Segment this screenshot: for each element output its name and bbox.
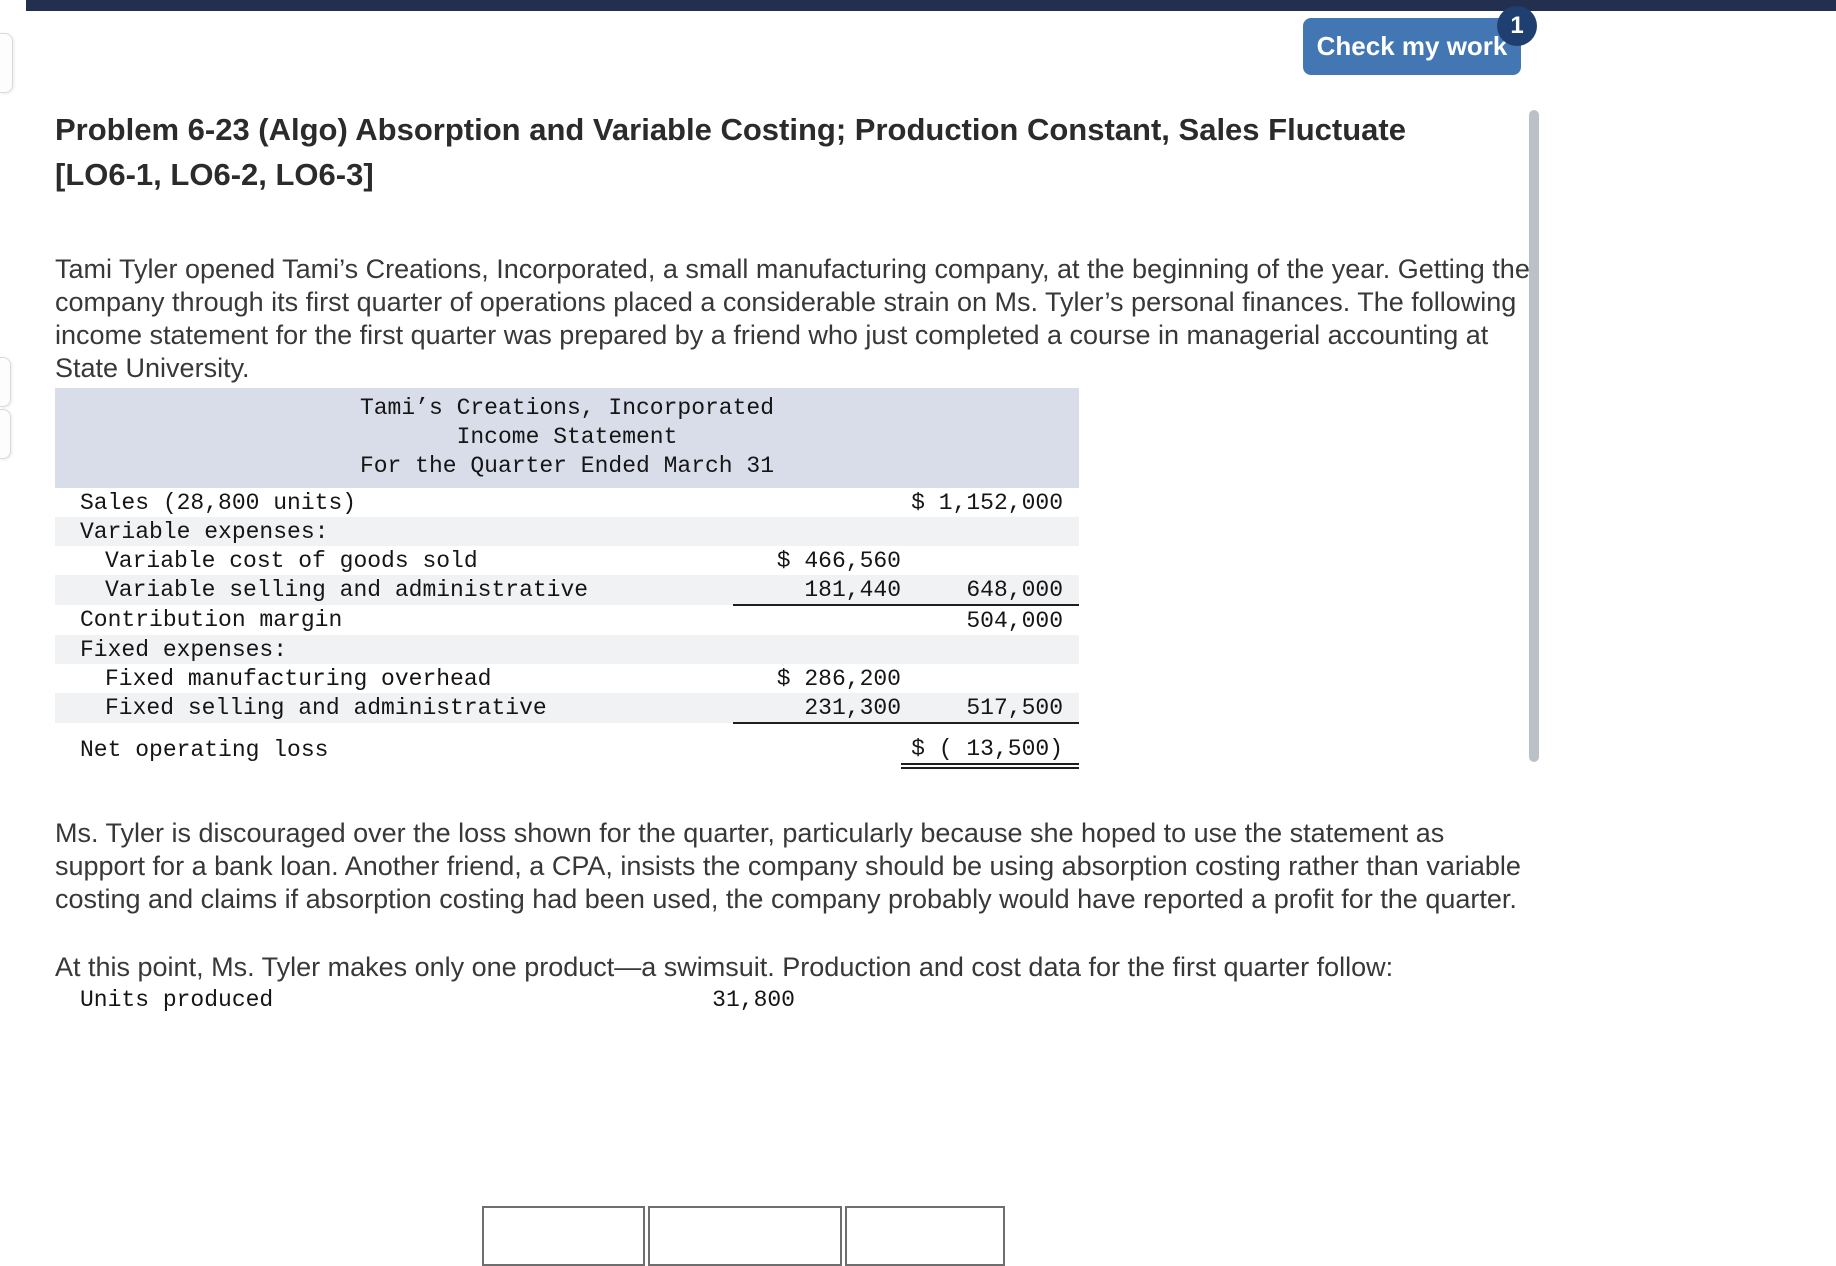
income-statement: Tami’s Creations, Incorporated Income St… (55, 388, 1079, 769)
production-row-value: 31,800 (712, 987, 795, 1013)
statement-row-amount-col2: 504,000 (966, 607, 1063, 634)
statement-row: Sales (28,800 units) $ 1,152,000 (55, 488, 1079, 517)
statement-row: Fixed manufacturing overhead $ 286,200 (55, 664, 1079, 693)
statement-row-label: Fixed selling and administrative (105, 695, 547, 721)
statement-row: Variable expenses: (55, 517, 1079, 546)
production-row: Units produced 31,800 (55, 984, 1079, 1016)
attempt-count-badge: 1 (1497, 6, 1537, 46)
statement-row-amount-col2 (901, 635, 1079, 664)
statement-row-label: Contribution margin (80, 607, 343, 633)
statement-row-amount-col1 (733, 517, 901, 546)
problem-title: Problem 6-23 (Algo) Absorption and Varia… (55, 111, 1406, 192)
statement-row-amount-col1: $ 286,200 (776, 665, 901, 692)
statement-row-label: Variable expenses: (80, 518, 329, 545)
intro-paragraph: Tami Tyler opened Tami’s Creations, Inco… (55, 254, 1530, 383)
production-row-label: Units produced (80, 987, 274, 1013)
left-edge-fragment (0, 409, 11, 459)
statement-row: Variable cost of goods sold $ 466,560 (55, 546, 1079, 575)
statement-row-amount-col2 (901, 517, 1079, 546)
statement-row-amount-col1: $ 466,560 (776, 547, 901, 574)
left-edge-fragment (0, 33, 13, 93)
input-cell[interactable] (648, 1206, 842, 1266)
statement-row-amount-col2: $ ( 13,500) (901, 723, 1079, 769)
check-my-work-button[interactable]: Check my work (1303, 18, 1521, 75)
statement-row-amount-col2: 648,000 (901, 575, 1079, 606)
statement-row-amount-col2: $ 1,152,000 (911, 489, 1063, 516)
statement-row-amount-col2 (901, 664, 1079, 693)
statement-row-label: Fixed expenses: (80, 636, 288, 663)
statement-period-line: For the Quarter Ended March 31 (359, 453, 775, 479)
income-statement-header: Tami’s Creations, Incorporated Income St… (55, 388, 1079, 488)
statement-row-amount-col1 (733, 488, 901, 517)
discussion-paragraph: Ms. Tyler is discouraged over the loss s… (55, 818, 1521, 914)
statement-row-amount-col1: 181,440 (733, 575, 901, 606)
left-edge-fragment (0, 357, 11, 407)
income-statement-rows: Sales (28,800 units) $ 1,152,000 Variable … (55, 488, 1079, 769)
statement-row-amount-col1: 231,300 (733, 693, 901, 724)
statement-row-label: Variable selling and administrative (105, 577, 589, 603)
statement-row: Fixed expenses: (55, 635, 1079, 664)
statement-row-label: Net operating loss (80, 736, 329, 763)
statement-row-amount-col2 (901, 546, 1079, 575)
vertical-scrollbar[interactable] (1529, 110, 1539, 762)
statement-row: Contribution margin 504,000 (55, 605, 1079, 635)
top-bar (26, 0, 1836, 11)
statement-row-amount-col1 (733, 723, 901, 766)
statement-row: Net operating loss $ ( 13,500) (55, 723, 1079, 769)
statement-row-amount-col1 (733, 635, 901, 664)
statement-row: Fixed selling and administrative 231,300 5… (55, 693, 1079, 724)
statement-company-line: Tami’s Creations, Incorporated (359, 395, 775, 421)
statement-row-amount-col2: 517,500 (901, 693, 1079, 724)
statement-row: Variable selling and administrative 181,4… (55, 575, 1079, 606)
production-data-table: Units produced 31,800 (55, 984, 1079, 1016)
input-cell[interactable] (845, 1206, 1005, 1266)
statement-row-label: Variable cost of goods sold (105, 547, 478, 574)
statement-row-amount-col1 (733, 605, 901, 635)
statement-title-line: Income Statement (456, 424, 678, 450)
input-cell[interactable] (482, 1206, 645, 1266)
production-intro-paragraph: At this point, Ms. Tyler makes only one … (55, 952, 1394, 982)
income-statement-table: Sales (28,800 units) $ 1,152,000 Variable … (55, 488, 1079, 769)
statement-row-label: Fixed manufacturing overhead (105, 665, 492, 692)
statement-row-label: Sales (28,800 units) (80, 489, 357, 516)
